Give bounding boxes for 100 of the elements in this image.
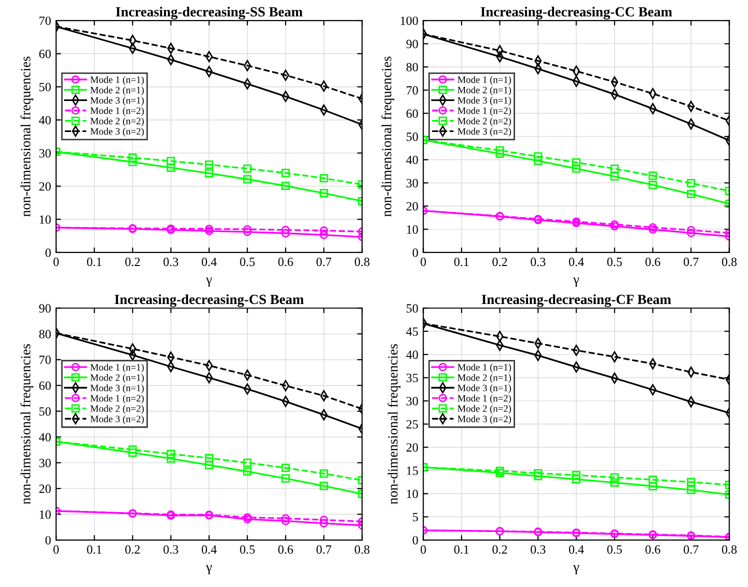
legend-label: Mode 1 (n=1) — [458, 364, 511, 373]
y-tick-label: 100 — [400, 16, 418, 26]
y-axis-title: non-dimensional frequencies — [388, 344, 400, 504]
x-axis-title: γ — [573, 277, 580, 287]
x-tick-label: 0.6 — [278, 545, 294, 554]
x-tick-label: 0.2 — [125, 258, 140, 266]
y-tick-label: 20 — [39, 484, 51, 493]
y-axis-title: non-dimensional frequencies — [20, 344, 34, 504]
y-tick-label: 0 — [45, 248, 51, 257]
y-tick-label: 10 — [40, 215, 51, 224]
legend-label: Mode 1 (n=2) — [90, 107, 144, 116]
legend-label: Mode 1 (n=2) — [458, 107, 511, 116]
y-tick-label: 15 — [407, 466, 418, 475]
y-tick-label: 50 — [406, 132, 418, 141]
y-tick-label: 30 — [406, 178, 418, 188]
legend-label: Mode 2 (n=1) — [458, 374, 511, 383]
legend-label: Mode 3 (n=1) — [458, 96, 511, 106]
x-tick-label: 0.5 — [607, 545, 622, 554]
y-tick-label: 35 — [406, 374, 418, 382]
x-tick-label: 0.5 — [240, 545, 255, 554]
chart-title: Increasing-decreasing-CF Beam — [482, 294, 672, 308]
y-tick-label: 10 — [407, 490, 418, 498]
x-tick-label: 0.6 — [645, 545, 660, 554]
x-tick-label: 0.4 — [202, 258, 217, 266]
y-tick-label: 90 — [406, 40, 418, 48]
chart-title: Increasing-decreasing-SS Beam — [116, 6, 303, 20]
x-tick-label: 0.1 — [454, 258, 469, 266]
legend-label: Mode 1 (n=1) — [90, 76, 144, 85]
legend-label: Mode 2 (n=2) — [90, 405, 144, 414]
x-axis-title: γ — [573, 565, 580, 574]
y-tick-label: 40 — [406, 156, 418, 164]
x-tick-label: 0.1 — [454, 545, 469, 554]
x-tick-label: 0 — [420, 258, 426, 266]
y-tick-label: 50 — [406, 304, 418, 313]
y-tick-label: 30 — [39, 458, 51, 468]
y-axis-title: non-dimensional frequencies — [381, 56, 394, 217]
y-tick-label: 10 — [407, 225, 418, 234]
y-tick-label: 40 — [406, 350, 418, 359]
x-tick-label: 0.8 — [354, 258, 370, 266]
y-tick-label: 80 — [406, 62, 418, 72]
chart-title: Increasing-decreasing-CS Beam — [114, 294, 304, 308]
legend-label: Mode 3 (n=2) — [90, 128, 144, 137]
legend-label: Mode 3 (n=2) — [458, 415, 511, 424]
y-tick-label: 20 — [406, 443, 418, 452]
x-tick-label: 0.2 — [492, 545, 507, 554]
x-tick-label: 0.4 — [568, 258, 584, 266]
x-tick-label: 0.2 — [492, 258, 507, 266]
x-tick-label: 0.8 — [722, 258, 737, 266]
legend-label: Mode 3 (n=1) — [458, 384, 511, 394]
legend-label: Mode 2 (n=2) — [458, 405, 511, 414]
x-tick-label: 0 — [420, 545, 426, 554]
x-tick-label: 0.3 — [164, 545, 178, 554]
legend-label: Mode 3 (n=1) — [90, 384, 144, 394]
y-tick-label: 40 — [38, 432, 51, 442]
y-tick-label: 25 — [406, 420, 418, 429]
x-tick-label: 0.1 — [87, 545, 102, 554]
x-tick-label: 0.4 — [202, 545, 217, 554]
x-tick-label: 0.6 — [645, 258, 660, 266]
y-tick-label: 70 — [40, 356, 51, 364]
x-tick-label: 0.8 — [722, 545, 737, 554]
y-tick-label: 0 — [412, 248, 418, 257]
legend-label: Mode 2 (n=2) — [90, 117, 144, 126]
y-tick-label: 80 — [39, 330, 51, 338]
y-axis-title: non-dimensional frequencies — [20, 56, 34, 217]
y-tick-label: 0 — [45, 536, 51, 544]
legend-label: Mode 2 (n=2) — [458, 117, 511, 126]
y-tick-label: 10 — [40, 510, 51, 519]
legend-label: Mode 1 (n=2) — [90, 394, 144, 404]
x-tick-label: 0.5 — [240, 258, 255, 266]
x-tick-label: 0.7 — [316, 545, 332, 554]
y-tick-label: 50 — [39, 82, 51, 92]
legend-label: Mode 1 (n=1) — [90, 364, 144, 373]
legend-label: Mode 2 (n=1) — [90, 86, 144, 96]
y-tick-label: 0 — [412, 536, 418, 544]
legend-label: Mode 3 (n=1) — [90, 96, 144, 106]
x-tick-label: 0.3 — [530, 545, 546, 554]
y-tick-label: 70 — [40, 16, 51, 26]
x-tick-label: 0.3 — [164, 258, 178, 266]
y-tick-label: 60 — [39, 381, 51, 390]
x-tick-label: 0.7 — [684, 258, 699, 266]
x-tick-label: 0 — [53, 545, 59, 554]
y-tick-label: 60 — [406, 109, 418, 118]
legend-label: Mode 1 (n=2) — [458, 394, 511, 404]
y-tick-label: 50 — [39, 407, 51, 416]
x-axis-title: γ — [206, 277, 212, 287]
x-tick-label: 0.1 — [87, 258, 102, 266]
chart-title: Increasing-decreasing-CC Beam — [480, 6, 672, 20]
legend-label: Mode 2 (n=1) — [90, 374, 144, 383]
x-tick-label: 0.4 — [568, 545, 584, 554]
y-tick-label: 40 — [38, 116, 51, 124]
x-axis-title: γ — [206, 565, 212, 574]
x-tick-label: 0.2 — [125, 545, 140, 554]
legend-label: Mode 1 (n=1) — [458, 76, 511, 85]
x-tick-label: 0 — [53, 258, 59, 266]
y-tick-label: 60 — [39, 50, 51, 58]
y-tick-label: 45 — [406, 327, 418, 336]
x-tick-label: 0.7 — [684, 545, 699, 554]
y-tick-label: 90 — [39, 304, 51, 313]
legend-label: Mode 3 (n=2) — [458, 128, 511, 137]
y-tick-label: 30 — [39, 149, 51, 158]
